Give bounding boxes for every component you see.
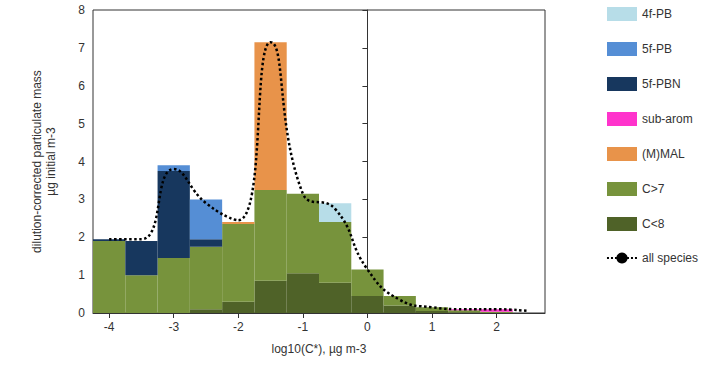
svg-text:1: 1	[78, 268, 85, 282]
svg-text:all species: all species	[642, 251, 698, 265]
svg-text:0: 0	[78, 306, 85, 320]
svg-text:7: 7	[78, 41, 85, 55]
svg-text:(M)MAL: (M)MAL	[642, 147, 685, 161]
svg-text:5f-PBN: 5f-PBN	[642, 77, 681, 91]
svg-text:log10(C*), µg m-3: log10(C*), µg m-3	[272, 342, 367, 356]
svg-text:-2: -2	[233, 320, 244, 334]
svg-text:sub-arom: sub-arom	[642, 112, 693, 126]
svg-text:0: 0	[364, 320, 371, 334]
svg-text:4: 4	[78, 155, 85, 169]
svg-text:6: 6	[78, 79, 85, 93]
svg-text:8: 8	[78, 3, 85, 17]
svg-text:1: 1	[429, 320, 436, 334]
svg-text:µg initial m-3: µg initial m-3	[44, 127, 58, 196]
svg-text:-4: -4	[104, 320, 115, 334]
svg-text:5f-PB: 5f-PB	[642, 42, 672, 56]
svg-text:dilution-corrected particulate: dilution-corrected particulate mass	[30, 70, 44, 253]
svg-text:-3: -3	[168, 320, 179, 334]
svg-text:2: 2	[78, 230, 85, 244]
svg-text:3: 3	[78, 192, 85, 206]
svg-text:4f-PB: 4f-PB	[642, 7, 672, 21]
svg-text:5: 5	[78, 117, 85, 131]
svg-text:-1: -1	[298, 320, 309, 334]
svg-text:C>7: C>7	[642, 182, 665, 196]
svg-text:2: 2	[493, 320, 500, 334]
svg-text:C<8: C<8	[642, 217, 665, 231]
